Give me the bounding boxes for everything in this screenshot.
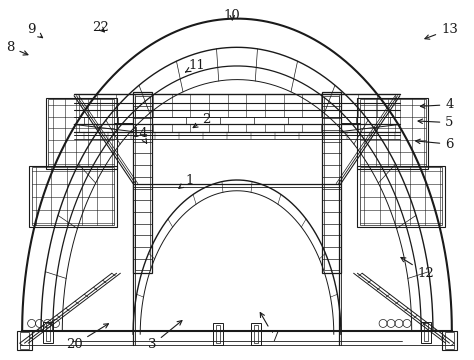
- Bar: [48, 99, 114, 166]
- Bar: [251, 323, 261, 345]
- Text: 10: 10: [224, 9, 241, 22]
- Bar: [44, 321, 53, 343]
- Bar: [445, 332, 454, 348]
- Bar: [46, 98, 117, 169]
- Text: 14: 14: [132, 127, 148, 143]
- Text: 1: 1: [179, 174, 194, 188]
- Bar: [324, 96, 338, 270]
- Text: 5: 5: [418, 116, 454, 129]
- Text: 22: 22: [91, 21, 109, 34]
- Bar: [136, 96, 150, 270]
- Bar: [423, 323, 428, 341]
- Bar: [360, 167, 442, 225]
- Bar: [421, 321, 430, 343]
- Text: 9: 9: [27, 23, 43, 38]
- Bar: [20, 332, 29, 348]
- Bar: [29, 166, 117, 226]
- Bar: [360, 99, 426, 166]
- Bar: [357, 98, 428, 169]
- Bar: [18, 330, 32, 350]
- Bar: [32, 167, 114, 225]
- Bar: [46, 323, 51, 341]
- Text: 13: 13: [425, 23, 458, 39]
- Text: 20: 20: [66, 324, 109, 351]
- Text: 2: 2: [193, 113, 210, 127]
- Bar: [213, 323, 223, 345]
- Text: 6: 6: [416, 138, 454, 150]
- Text: 3: 3: [148, 321, 182, 351]
- Bar: [216, 325, 220, 343]
- Bar: [322, 92, 341, 273]
- Text: 7: 7: [260, 312, 279, 344]
- Text: 4: 4: [420, 98, 454, 111]
- Bar: [133, 92, 152, 273]
- Bar: [357, 166, 445, 226]
- Bar: [254, 325, 258, 343]
- Text: 11: 11: [186, 59, 205, 72]
- Text: 12: 12: [401, 257, 434, 280]
- Text: 8: 8: [6, 41, 28, 55]
- Bar: [442, 330, 456, 350]
